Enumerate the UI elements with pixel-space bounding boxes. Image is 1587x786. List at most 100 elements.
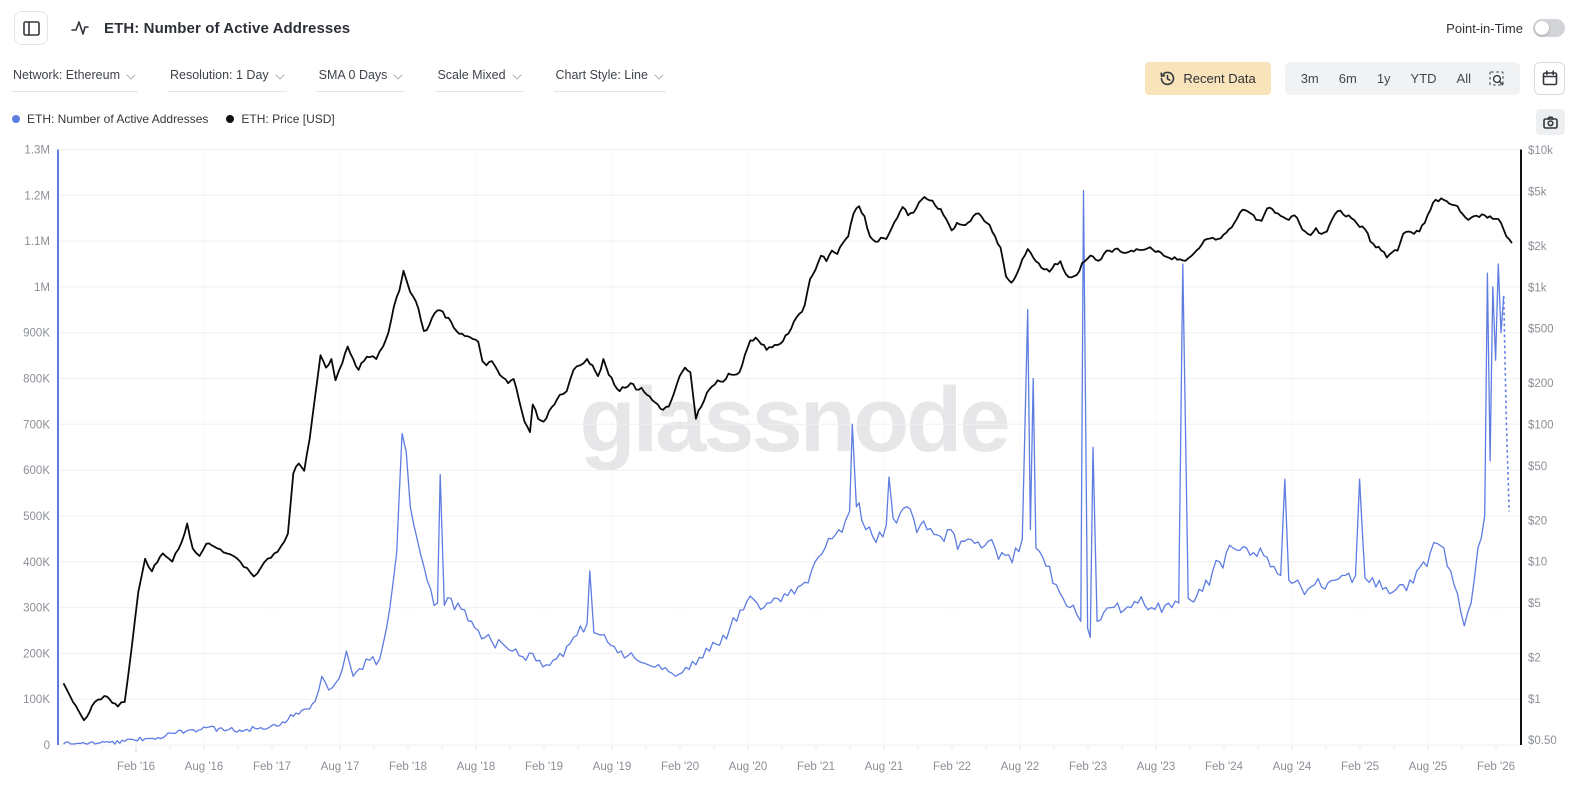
y-left-tick-label: 1.3M — [24, 145, 50, 157]
y-right-tick-label: $50 — [1528, 461, 1547, 473]
x-tick-label: Aug '24 — [1273, 761, 1312, 773]
chart-legend: ETH: Number of Active Addresses ETH: Pri… — [0, 106, 1587, 132]
recent-data-label: Recent Data — [1183, 70, 1256, 86]
x-tick-label: Aug '18 — [457, 761, 496, 773]
x-tick-label: Aug '20 — [729, 761, 768, 773]
chart-style-dropdown-label: Chart Style: Line — [555, 68, 648, 82]
y-right-tick-label: $0.50 — [1528, 735, 1557, 747]
zoom-area-magnifier-icon — [1489, 70, 1504, 86]
y-right-tick-label: $10 — [1528, 557, 1547, 569]
resolution-dropdown[interactable]: Resolution: 1 Day — [167, 64, 287, 92]
y-left-tick-label: 0 — [44, 740, 50, 752]
recent-data-button[interactable]: Recent Data — [1145, 61, 1271, 95]
y-left-tick-label: 1M — [34, 282, 50, 294]
range-3m[interactable]: 3m — [1300, 70, 1319, 86]
y-left-tick-label: 600K — [23, 465, 50, 477]
y-right-tick-label: $2k — [1528, 241, 1547, 253]
y-right-tick-label: $2 — [1528, 653, 1541, 665]
x-tick-label: Feb '23 — [1069, 761, 1107, 773]
grid-layer — [58, 149, 1521, 746]
x-tick-label: Feb '20 — [661, 761, 699, 773]
y-left-tick-label: 400K — [23, 557, 50, 569]
y-right-tick-label: $5k — [1528, 186, 1547, 198]
sma-dropdown[interactable]: SMA 0 Days — [316, 64, 406, 92]
screenshot-button[interactable] — [1536, 109, 1565, 135]
x-tick-label: Aug '21 — [865, 761, 904, 773]
y-left-tick-label: 500K — [23, 511, 50, 523]
scale-dropdown-label: Scale Mixed — [437, 68, 506, 82]
toggle-knob — [1535, 21, 1549, 35]
x-tick-label: Feb '18 — [389, 761, 427, 773]
chart-toolbar: Network: Ethereum Resolution: 1 Day SMA … — [0, 60, 1587, 96]
glassnode-watermark: glassnode — [579, 369, 1010, 471]
sma-dropdown-label: SMA 0 Days — [318, 68, 388, 82]
zoom-area-button[interactable] — [1481, 67, 1514, 90]
panel-icon — [22, 20, 40, 36]
calendar-icon — [1542, 70, 1557, 86]
time-range-group: 3m 6m 1y YTD All — [1284, 61, 1520, 95]
x-tick-label: Feb '19 — [525, 761, 563, 773]
y-right-tick-label: $5 — [1528, 598, 1541, 610]
y-right-tick-label: $1 — [1528, 694, 1541, 706]
y-left-tick-label: 1.1M — [24, 236, 50, 248]
legend-label-active-addresses: ETH: Number of Active Addresses — [27, 112, 209, 126]
metric-type-icon-wrap — [70, 19, 90, 37]
y-right-tick-label: $10k — [1528, 145, 1553, 157]
scale-dropdown[interactable]: Scale Mixed — [435, 64, 524, 92]
series-layer — [62, 190, 1513, 745]
sidebar-toggle-button[interactable] — [14, 11, 48, 45]
y-left-tick-label: 700K — [23, 419, 50, 431]
header-right: Point-in-Time — [1446, 19, 1565, 37]
y-right-tick-label: $200 — [1528, 378, 1554, 390]
x-tick-label: Feb '22 — [933, 761, 971, 773]
y-right-tick-label: $100 — [1528, 420, 1554, 432]
page-title: ETH: Number of Active Addresses — [104, 19, 351, 37]
header-bar: ETH: Number of Active Addresses Point-in… — [0, 0, 1587, 56]
resolution-dropdown-label: Resolution: 1 Day — [169, 68, 269, 82]
x-tick-label: Feb '17 — [253, 761, 291, 773]
y-left-tick-label: 800K — [23, 374, 50, 386]
x-tick-label: Feb '16 — [117, 761, 155, 773]
x-tick-label: Aug '22 — [1001, 761, 1040, 773]
point-in-time-toggle[interactable] — [1533, 19, 1565, 37]
axis-layer: 1.3M 1.2M 1.1M 1M 900K 800K 700K 600K 500K 400K 30… — [23, 145, 1557, 774]
network-dropdown-label: Network: Ethereum — [13, 68, 120, 82]
x-tick-label: Aug '16 — [185, 761, 224, 773]
y-left-tick-label: 900K — [23, 328, 50, 340]
x-tick-label: Feb '26 — [1477, 761, 1515, 773]
legend-dot-black — [226, 115, 235, 123]
history-clock-icon — [1160, 71, 1175, 85]
point-in-time-label: Point-in-Time — [1446, 20, 1523, 36]
dropdown-group: Network: Ethereum Resolution: 1 Day SMA … — [11, 64, 666, 92]
range-ytd[interactable]: YTD — [1410, 70, 1437, 86]
legend-dot-blue — [12, 115, 20, 123]
y-left-tick-label: 300K — [23, 603, 50, 615]
network-dropdown[interactable]: Network: Ethereum — [11, 64, 138, 92]
x-tick-label: Aug '17 — [321, 761, 360, 773]
x-tick-label: Feb '21 — [797, 761, 835, 773]
activity-pulse-icon — [71, 21, 89, 35]
y-left-tick-label: 200K — [23, 648, 50, 660]
x-tick-label: Feb '24 — [1205, 761, 1244, 773]
calendar-button[interactable] — [1534, 61, 1565, 95]
price-line — [62, 196, 1513, 722]
range-all[interactable]: All — [1456, 70, 1471, 86]
y-right-tick-label: $500 — [1528, 324, 1554, 336]
range-6m[interactable]: 6m — [1338, 70, 1357, 86]
y-right-tick-label: $20 — [1528, 515, 1547, 527]
legend-item-price[interactable]: ETH: Price [USD] — [226, 112, 335, 126]
chart-style-dropdown[interactable]: Chart Style: Line — [553, 64, 666, 92]
y-right-tick-label: $1k — [1528, 282, 1547, 294]
x-tick-label: Aug '19 — [593, 761, 632, 773]
camera-icon — [1543, 116, 1558, 129]
legend-label-price: ETH: Price [USD] — [241, 112, 335, 126]
range-1y[interactable]: 1y — [1376, 70, 1391, 86]
x-tick-label: Aug '25 — [1409, 761, 1448, 773]
y-left-tick-label: 100K — [23, 694, 50, 706]
y-left-tick-label: 1.2M — [24, 190, 50, 202]
legend-item-active-addresses[interactable]: ETH: Number of Active Addresses — [12, 112, 208, 126]
x-tick-label: Aug '23 — [1137, 761, 1176, 773]
active-addresses-line — [63, 190, 1505, 745]
